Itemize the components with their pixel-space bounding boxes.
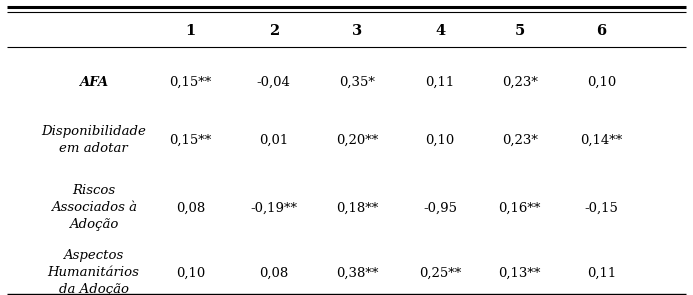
Text: -0,95: -0,95 (423, 201, 457, 214)
Text: 0,08: 0,08 (259, 266, 288, 279)
Text: Disponibilidade
em adotar: Disponibilidade em adotar (41, 125, 146, 155)
Text: 0,13**: 0,13** (498, 266, 541, 279)
Text: -0,19**: -0,19** (250, 201, 297, 214)
Text: 0,10: 0,10 (176, 266, 205, 279)
Text: 0,20**: 0,20** (336, 134, 378, 147)
Text: 1: 1 (186, 24, 195, 38)
Text: 0,18**: 0,18** (336, 201, 378, 214)
Text: 0,11: 0,11 (587, 266, 616, 279)
Text: 0,14**: 0,14** (581, 134, 622, 147)
Text: 0,11: 0,11 (426, 76, 455, 89)
Text: 0,38**: 0,38** (335, 266, 378, 279)
Text: 0,01: 0,01 (259, 134, 288, 147)
Text: 0,15**: 0,15** (170, 76, 211, 89)
Text: 2: 2 (269, 24, 279, 38)
Text: -0,15: -0,15 (585, 201, 618, 214)
Text: 0,16**: 0,16** (498, 201, 541, 214)
Text: 4: 4 (435, 24, 445, 38)
Text: 0,23*: 0,23* (502, 134, 538, 147)
Text: 0,08: 0,08 (176, 201, 205, 214)
Text: 3: 3 (352, 24, 362, 38)
Text: 0,10: 0,10 (587, 76, 616, 89)
Text: Riscos
Associados à
Adoção: Riscos Associados à Adoção (51, 184, 137, 232)
Text: 0,23*: 0,23* (502, 76, 538, 89)
Text: 0,25**: 0,25** (419, 266, 461, 279)
Text: 0,15**: 0,15** (170, 134, 211, 147)
Text: 6: 6 (597, 24, 606, 38)
Text: 0,10: 0,10 (426, 134, 455, 147)
Text: 5: 5 (515, 24, 525, 38)
Text: 0,35*: 0,35* (339, 76, 375, 89)
Text: AFA: AFA (79, 76, 108, 89)
Text: Aspectos
Humanitários
da Adoção: Aspectos Humanitários da Adoção (48, 249, 139, 295)
Text: -0,04: -0,04 (257, 76, 290, 89)
